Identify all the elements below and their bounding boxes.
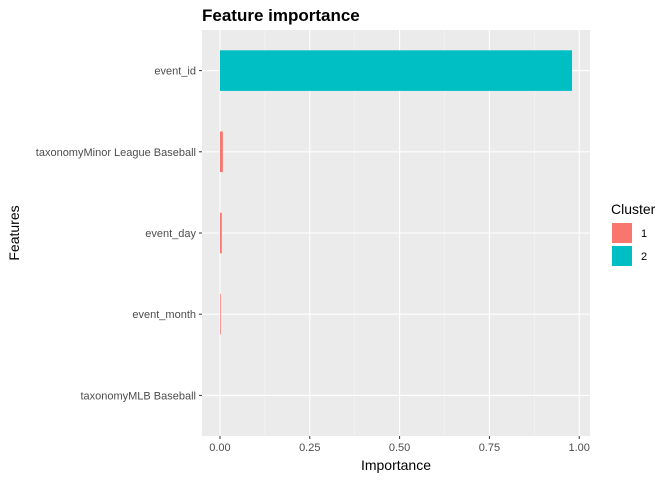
bar-event_id — [219, 50, 573, 91]
legend-label: 1 — [641, 228, 647, 240]
x-axis-title: Importance — [361, 457, 431, 473]
y-tick-label: event_day — [145, 228, 196, 240]
legend-key-2 — [612, 246, 632, 266]
legend-label: 2 — [641, 251, 647, 263]
x-tick-label: 0.75 — [479, 442, 500, 454]
x-tick-label: 1.00 — [569, 442, 590, 454]
legend-key-1 — [612, 223, 632, 243]
bar-taxonomyMinor League Baseball — [219, 131, 223, 173]
x-tick-labels: 0.00 0.25 0.50 0.75 1.00 — [209, 436, 590, 454]
y-tick-label: event_id — [154, 66, 196, 78]
x-tick-label: 0.25 — [299, 442, 320, 454]
bar-event_day — [219, 212, 222, 254]
y-tick-label: event_month — [132, 309, 196, 321]
y-axis-title: Features — [6, 205, 22, 260]
legend: Cluster 1 2 — [611, 201, 656, 266]
y-tick-label: taxonomyMLB Baseball — [80, 390, 196, 402]
x-tick-label: 0.50 — [389, 442, 410, 454]
y-tick-label: taxonomyMinor League Baseball — [36, 147, 196, 159]
legend-title: Cluster — [611, 201, 656, 217]
x-tick-label: 0.00 — [209, 442, 230, 454]
chart-title: Feature importance — [202, 6, 360, 25]
y-tick-labels: event_id taxonomyMinor League Baseball eve… — [36, 66, 202, 402]
bars — [219, 50, 573, 335]
bar-event_month — [219, 293, 221, 335]
